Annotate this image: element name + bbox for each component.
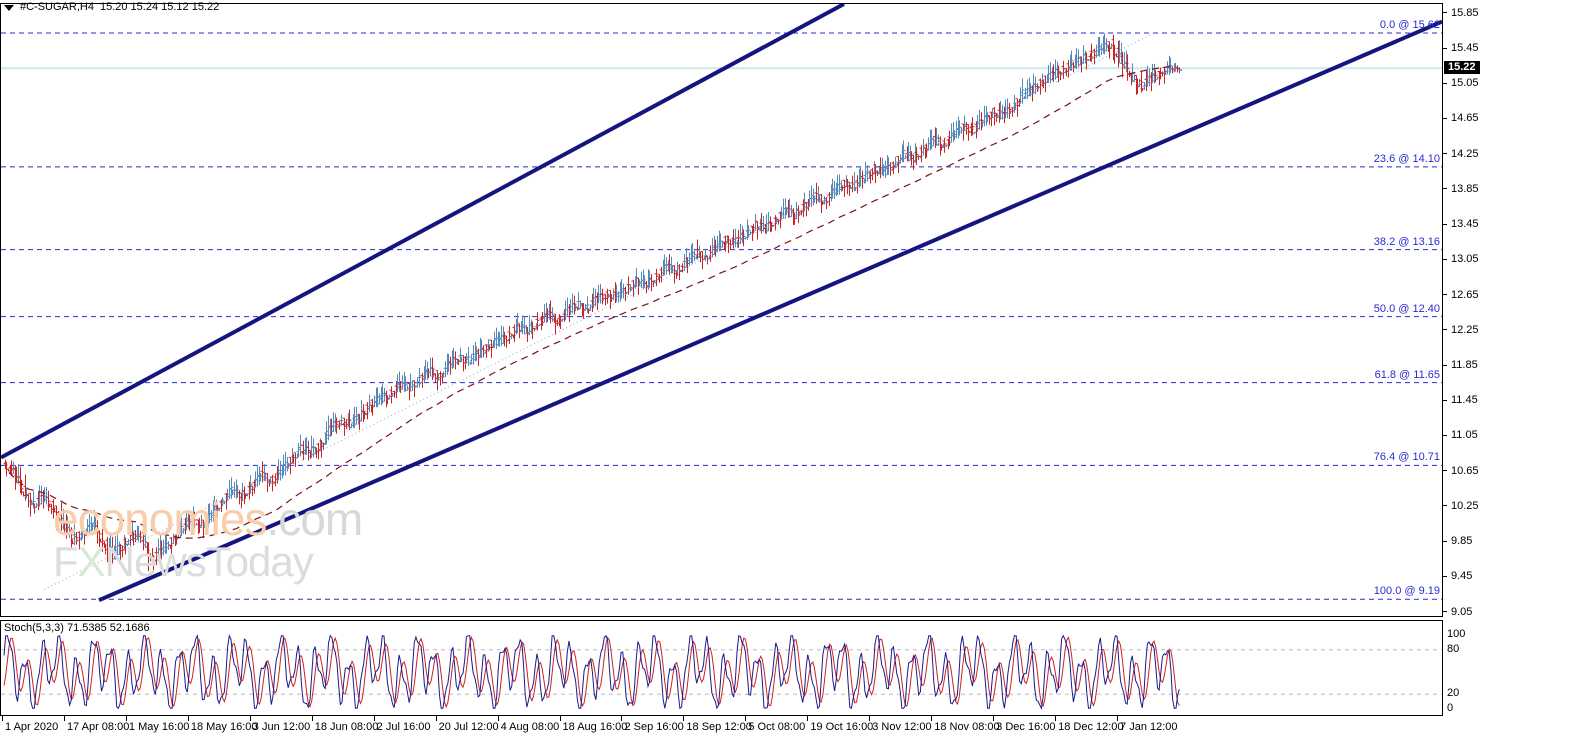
- time-tick-label: 20 Jul 12:00: [438, 721, 499, 733]
- fib-level-label: 61.8 @ 11.65: [1374, 368, 1440, 381]
- fib-level-label: 38.2 @ 13.16: [1373, 235, 1440, 248]
- price-tick: 14.25: [1443, 148, 1479, 160]
- last-price-tag: 15.22: [1444, 61, 1480, 75]
- price-tick: 15.85: [1443, 7, 1479, 19]
- time-tick-mark: [249, 716, 251, 721]
- time-axis[interactable]: 1 Apr 2020 17 Apr 08:00 1 May 16:00 18 May …: [0, 716, 1443, 743]
- stochastic-plot-area[interactable]: [1, 621, 1442, 715]
- time-tick-mark: [807, 716, 809, 721]
- time-tick-label: 1 May 16:00: [128, 721, 190, 733]
- time-tick-mark: [1055, 716, 1057, 721]
- time-tick-mark: [993, 716, 995, 721]
- time-tick-label: 18 Jun 08:00: [314, 721, 379, 733]
- time-tick-mark: [63, 716, 65, 721]
- price-tick: 9.05: [1443, 606, 1472, 618]
- price-tick: 15.45: [1443, 42, 1479, 54]
- stochastic-panel[interactable]: Stoch(5,3,3) 71.5385 52.1686: [0, 620, 1443, 716]
- price-tick: 11.45: [1443, 394, 1478, 406]
- time-tick-mark: [187, 716, 189, 721]
- time-tick-mark: [373, 716, 375, 721]
- time-tick-label: 7 Jan 12:00: [1120, 721, 1178, 733]
- time-tick-label: 18 Aug 16:00: [562, 721, 628, 733]
- time-tick-label: 18 Sep 12:00: [686, 721, 752, 733]
- time-tick-mark: [125, 716, 127, 721]
- ohlc-values: 15.20 15.24 15.12 15.22: [99, 1, 220, 13]
- price-tick: 14.65: [1443, 112, 1479, 124]
- price-tick: 10.65: [1443, 465, 1479, 477]
- time-tick-label: 18 Nov 08:00: [934, 721, 1000, 733]
- time-tick-label: 19 Oct 16:00: [810, 721, 874, 733]
- price-tick: 12.25: [1443, 324, 1479, 336]
- time-tick-label: 18 Dec 12:00: [1058, 721, 1124, 733]
- time-tick-label: 2 Jul 16:00: [376, 721, 431, 733]
- price-tick: 9.45: [1443, 570, 1472, 582]
- time-tick-label: 3 Jun 12:00: [252, 721, 311, 733]
- fib-level-label: 0.0 @ 15.62: [1379, 19, 1440, 32]
- fib-level-label: 100.0 @ 9.19: [1373, 585, 1440, 598]
- price-chart-panel[interactable]: economies.com FXNewsToday 0.0 @ 15.62 23.…: [0, 3, 1443, 617]
- stochastic-label: Stoch(5,3,3) 71.5385 52.1686: [4, 622, 150, 634]
- time-tick-label: 4 Aug 08:00: [500, 721, 560, 733]
- time-tick-label: 3 Dec 16:00: [996, 721, 1056, 733]
- time-tick-mark: [745, 716, 747, 721]
- price-tick: 9.85: [1443, 535, 1472, 547]
- chart-titlebar: #C-SUGAR,H4 15.20 15.24 15.12 15.22: [0, 0, 1596, 14]
- price-tick: 11.05: [1443, 429, 1478, 441]
- price-tick: 13.85: [1443, 183, 1479, 195]
- time-tick-mark: [311, 716, 313, 721]
- price-tick: 12.65: [1443, 289, 1479, 301]
- time-tick-mark: [683, 716, 685, 721]
- stochastic-tick: 100: [1447, 628, 1466, 640]
- caret-down-icon[interactable]: [4, 4, 14, 11]
- time-tick-label: 1 Apr 2020: [5, 721, 59, 733]
- time-tick-mark: [931, 716, 933, 721]
- time-tick-mark: [621, 716, 623, 721]
- price-tick: 15.05: [1443, 77, 1479, 89]
- time-tick-mark: [435, 716, 437, 721]
- price-tick: 10.25: [1443, 500, 1479, 512]
- time-tick-mark: [1117, 716, 1119, 721]
- time-tick-mark: [497, 716, 499, 721]
- price-plot-area[interactable]: [1, 4, 1442, 616]
- time-tick-label: 17 Apr 08:00: [66, 721, 130, 733]
- time-tick-mark: [559, 716, 561, 721]
- price-tick: 11.85: [1443, 359, 1478, 371]
- stochastic-axis: 100 80 20 0: [1443, 620, 1596, 716]
- time-tick-label: 5 Oct 08:00: [748, 721, 806, 733]
- stochastic-tick: 20: [1447, 687, 1460, 700]
- time-tick-label: 3 Nov 12:00: [872, 721, 932, 733]
- time-tick-label: 2 Sep 16:00: [624, 721, 684, 733]
- time-tick-label: 18 May 16:00: [190, 721, 258, 733]
- symbol-label: #C-SUGAR,H4: [20, 1, 94, 13]
- price-tick: 13.45: [1443, 218, 1479, 230]
- fib-level-label: 50.0 @ 12.40: [1373, 302, 1440, 315]
- price-axis[interactable]: 15.85 15.45 15.05 14.65 14.25 13.85 13.45 13.05…: [1443, 3, 1596, 618]
- time-tick-mark: [2, 716, 3, 721]
- price-tick: 13.05: [1443, 253, 1479, 265]
- fib-level-label: 23.6 @ 14.10: [1373, 152, 1440, 165]
- fib-level-label: 76.4 @ 10.71: [1373, 451, 1440, 464]
- time-tick-mark: [869, 716, 871, 721]
- stochastic-tick: 0: [1447, 702, 1454, 714]
- stochastic-tick: 80: [1447, 642, 1460, 655]
